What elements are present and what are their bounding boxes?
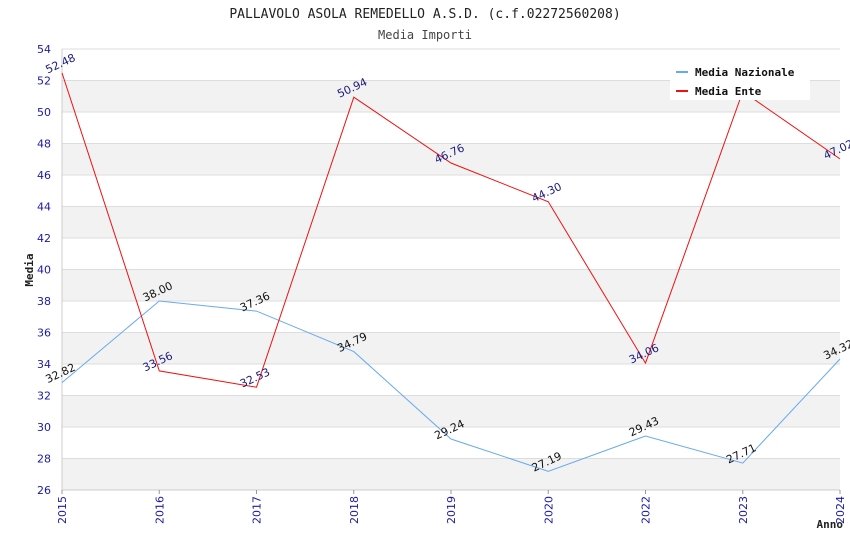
grid-band	[62, 301, 840, 333]
y-tick-label: 36	[37, 327, 51, 340]
y-tick-label: 28	[37, 453, 51, 466]
x-tick-label: 2023	[737, 496, 750, 524]
chart-title: PALLAVOLO ASOLA REMEDELLO A.S.D. (c.f.02…	[229, 7, 620, 22]
y-tick-label: 32	[37, 390, 51, 403]
grid-band	[62, 238, 840, 270]
legend-box	[670, 60, 810, 100]
x-tick-label: 2022	[640, 496, 653, 524]
x-tick-label: 2019	[445, 496, 458, 524]
series-line-media-ente	[61, 72, 841, 388]
y-tick-label: 42	[37, 232, 51, 245]
y-tick-label: 54	[37, 43, 51, 56]
grid-band	[62, 458, 840, 490]
x-tick-label: 2020	[542, 496, 555, 524]
y-tick-label: 30	[37, 421, 51, 434]
y-tick-label: 34	[37, 358, 51, 371]
y-tick-label: 50	[37, 106, 51, 119]
axes: 26 28 30 32 34 36 38 40 42 44 46 48 50 52 54 2015 2016 20…	[37, 43, 847, 524]
y-tick-label: 26	[37, 484, 51, 497]
y-tick-label: 40	[37, 264, 51, 277]
grid-band	[62, 332, 840, 364]
grid-band	[62, 269, 840, 301]
chart-subtitle: Media Importi	[378, 28, 472, 42]
y-tick-label: 38	[37, 295, 51, 308]
x-axis-label: Anno	[817, 518, 844, 531]
y-tick-label: 48	[37, 138, 51, 151]
series-layer	[61, 72, 841, 472]
grid-band	[62, 206, 840, 238]
legend: Media Nazionale Media Ente	[670, 60, 810, 100]
grid-band	[62, 395, 840, 427]
x-tick-label: 2017	[251, 496, 264, 524]
grid-band	[62, 364, 840, 396]
x-tick-label: 2015	[56, 496, 69, 524]
y-tick-label: 46	[37, 169, 51, 182]
x-tick-label: 2016	[153, 496, 166, 524]
y-axis-label: Media	[23, 253, 36, 286]
x-tick-label: 2024	[834, 496, 847, 524]
series-line-media-nazionale	[61, 300, 841, 472]
grid-band	[62, 175, 840, 207]
grid-band	[62, 427, 840, 459]
y-tick-label: 52	[37, 75, 51, 88]
grid-band	[62, 112, 840, 144]
legend-entry: Media Ente	[695, 85, 762, 98]
y-tick-label: 44	[37, 201, 51, 214]
x-tick-label: 2018	[348, 496, 361, 524]
grid	[62, 48, 840, 491]
grid-band	[62, 143, 840, 175]
legend-entry: Media Nazionale	[695, 66, 795, 79]
